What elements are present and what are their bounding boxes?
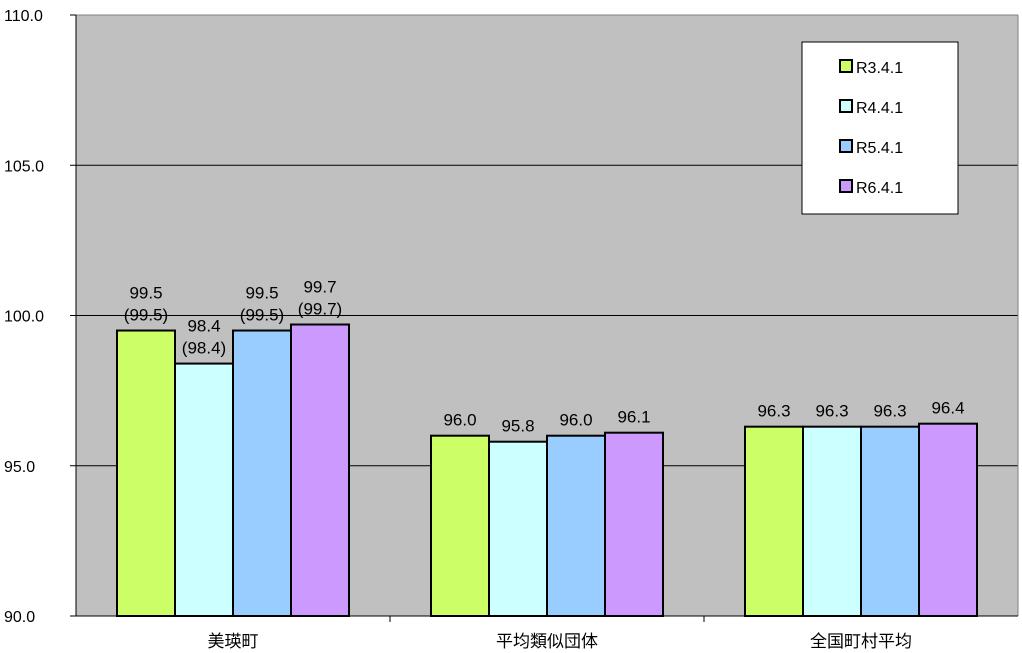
data-label-line: 96.3 xyxy=(815,402,848,421)
data-label-line: 96.1 xyxy=(617,408,650,427)
data-label-line: (99.5) xyxy=(240,306,284,325)
data-label-line: (99.7) xyxy=(298,300,342,319)
bar xyxy=(744,425,804,617)
bar xyxy=(488,440,548,617)
data-label-line: 98.4 xyxy=(187,317,220,336)
data-label: 96.0 xyxy=(559,411,592,430)
data-label-line: 95.8 xyxy=(501,417,534,436)
data-label-line: (98.4) xyxy=(182,339,226,358)
data-label: 96.3 xyxy=(757,402,790,421)
y-tick-label: 110.0 xyxy=(4,8,43,25)
legend-entry: R5.4.1 xyxy=(856,140,903,157)
legend-box xyxy=(801,41,959,215)
data-label: 96.3 xyxy=(873,402,906,421)
data-label: 96.3 xyxy=(815,402,848,421)
legend-swatch xyxy=(839,59,853,73)
data-label: 99.7 (99.7) xyxy=(298,278,342,319)
data-label-line: 96.0 xyxy=(559,411,592,430)
bar xyxy=(430,434,490,618)
data-label-line: 99.7 xyxy=(303,278,336,297)
data-label: 95.8 xyxy=(501,417,534,436)
data-labels: 99.5 (99.5) 98.4 (98.4) 99.5 (99.5) 99.7 (99.7)… xyxy=(124,278,965,436)
data-label-line: 96.4 xyxy=(931,399,964,418)
y-tick-label: 90.0 xyxy=(4,609,35,626)
y-tick-label: 95.0 xyxy=(4,459,35,476)
data-label: 96.4 xyxy=(931,399,964,418)
data-label: 96.0 xyxy=(443,411,476,430)
category-label: 全国町村平均 xyxy=(810,632,912,652)
data-label-line: 99.5 xyxy=(129,284,162,303)
x-axis: 美瑛町 平均類似団体 全国町村平均 xyxy=(76,615,1018,652)
y-tick-label: 100.0 xyxy=(4,309,44,326)
data-label: 99.5 (99.5) xyxy=(240,284,284,325)
legend-swatch xyxy=(839,179,853,193)
bar xyxy=(546,434,606,618)
category-label: 平均類似団体 xyxy=(496,632,598,652)
legend-entry: R3.4.1 xyxy=(856,60,903,77)
bar xyxy=(918,422,978,617)
data-label-line: 96.3 xyxy=(873,402,906,421)
data-label-line: 96.0 xyxy=(443,411,476,430)
data-label: 96.1 xyxy=(617,408,650,427)
data-label-line: (99.5) xyxy=(124,306,168,325)
category-label: 美瑛町 xyxy=(208,632,259,652)
bars xyxy=(116,323,978,618)
bar xyxy=(604,431,664,617)
legend: R3.4.1 R4.4.1 R5.4.1 R6.4.1 xyxy=(801,41,959,215)
legend-entry: R6.4.1 xyxy=(856,180,903,197)
data-label-line: 96.3 xyxy=(757,402,790,421)
legend-swatch xyxy=(839,99,853,113)
y-axis: 90.0 95.0 100.0 105.0 110.0 xyxy=(4,8,77,626)
bar xyxy=(116,329,176,617)
bar xyxy=(232,329,292,617)
data-label-line: 99.5 xyxy=(245,284,278,303)
data-label: 99.5 (99.5) xyxy=(124,284,168,325)
bar xyxy=(860,425,920,617)
data-label: 98.4 (98.4) xyxy=(182,317,226,358)
legend-swatch xyxy=(839,139,853,153)
y-tick-label: 105.0 xyxy=(4,158,44,175)
bar xyxy=(290,323,350,617)
bar xyxy=(802,425,862,617)
legend-entry: R4.4.1 xyxy=(856,100,903,117)
bar xyxy=(174,362,234,617)
